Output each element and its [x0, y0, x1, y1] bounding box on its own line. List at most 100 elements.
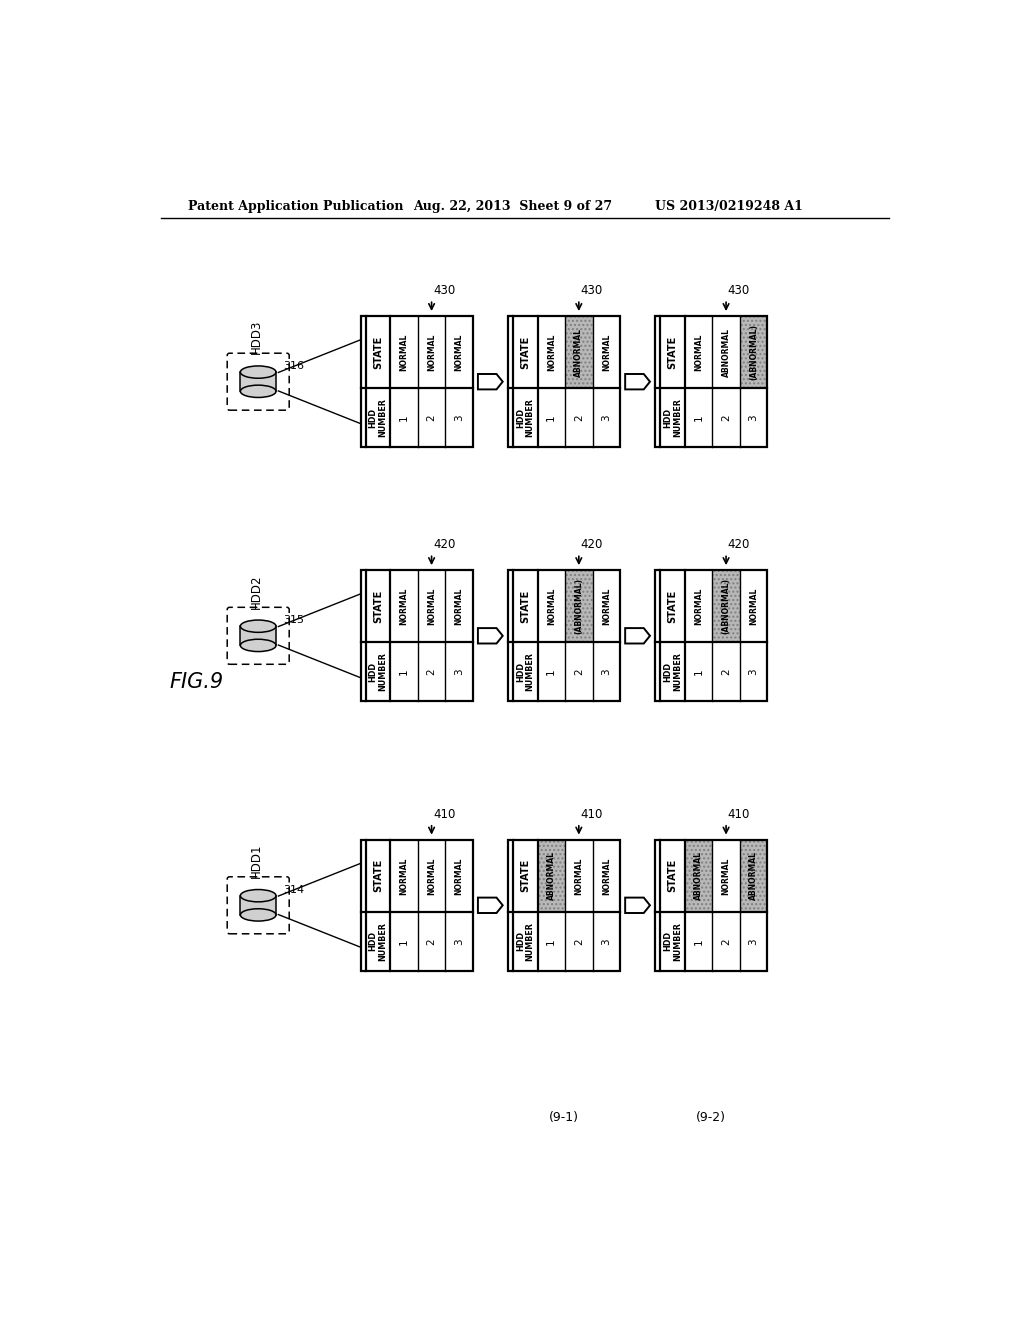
Text: 2: 2 [721, 414, 731, 421]
Text: NORMAL: NORMAL [427, 857, 436, 895]
Text: 3: 3 [749, 414, 759, 421]
Bar [655, 570, 767, 701]
Text: STATE: STATE [373, 335, 383, 368]
Bar [740, 317, 767, 388]
Bar [740, 840, 767, 912]
Text: Aug. 22, 2013  Sheet 9 of 27: Aug. 22, 2013 Sheet 9 of 27 [414, 199, 612, 213]
Text: (9-1): (9-1) [549, 1110, 579, 1123]
Text: NORMAL: NORMAL [722, 857, 730, 895]
Text: 3: 3 [601, 939, 611, 945]
Ellipse shape [241, 620, 276, 632]
Text: 430: 430 [728, 284, 750, 297]
Text: 1: 1 [693, 939, 703, 945]
Text: STATE: STATE [373, 859, 383, 892]
Text: 2: 2 [427, 668, 436, 675]
Text: NORMAL: NORMAL [602, 857, 611, 895]
Bar [565, 570, 593, 643]
Bar [655, 840, 767, 970]
Text: NORMAL: NORMAL [455, 334, 464, 371]
Text: 2: 2 [427, 939, 436, 945]
Bar [360, 840, 473, 970]
Bar [655, 570, 767, 701]
Text: 3: 3 [454, 939, 464, 945]
Bar [565, 317, 593, 388]
Text: 315: 315 [283, 615, 304, 626]
Bar [685, 840, 713, 912]
Text: ABNORMAL: ABNORMAL [750, 851, 758, 900]
Text: STATE: STATE [668, 335, 678, 368]
Bar [740, 840, 767, 912]
Bar [360, 317, 473, 447]
Text: STATE: STATE [520, 859, 530, 892]
Text: 1: 1 [399, 668, 409, 675]
Text: NORMAL: NORMAL [399, 587, 409, 626]
Text: 430: 430 [581, 284, 603, 297]
Text: HDD
NUMBER: HDD NUMBER [516, 921, 535, 961]
Text: STATE: STATE [520, 335, 530, 368]
Text: NORMAL: NORMAL [399, 334, 409, 371]
Text: NORMAL: NORMAL [694, 587, 703, 626]
Text: NORMAL: NORMAL [694, 334, 703, 371]
Text: 410: 410 [581, 808, 603, 821]
Text: 430: 430 [433, 284, 456, 297]
Text: ABNORMAL: ABNORMAL [694, 851, 703, 900]
Text: NORMAL: NORMAL [750, 587, 758, 626]
Text: 410: 410 [728, 808, 750, 821]
Text: HDD
NUMBER: HDD NUMBER [369, 399, 387, 437]
Ellipse shape [241, 366, 276, 379]
Text: 2: 2 [573, 414, 584, 421]
Text: (ABNORMAL): (ABNORMAL) [574, 578, 584, 635]
Bar [241, 626, 276, 645]
Text: HDD2: HDD2 [250, 574, 263, 609]
Text: FIG.9: FIG.9 [169, 672, 223, 692]
Text: NORMAL: NORMAL [455, 587, 464, 626]
Text: 1: 1 [693, 414, 703, 421]
Bar [360, 840, 473, 970]
Bar [655, 840, 767, 970]
Text: STATE: STATE [668, 859, 678, 892]
Bar [538, 840, 565, 912]
Text: NORMAL: NORMAL [574, 857, 584, 895]
Text: ABNORMAL: ABNORMAL [547, 851, 556, 900]
Text: 3: 3 [749, 939, 759, 945]
Text: (9-2): (9-2) [696, 1110, 726, 1123]
Text: (ABNORMAL): (ABNORMAL) [750, 325, 758, 380]
Text: 1: 1 [693, 668, 703, 675]
Text: ABNORMAL: ABNORMAL [722, 327, 730, 376]
Text: HDD
NUMBER: HDD NUMBER [664, 399, 682, 437]
Text: 1: 1 [546, 939, 556, 945]
Text: NORMAL: NORMAL [547, 334, 556, 371]
Bar [508, 570, 621, 701]
Text: 3: 3 [601, 668, 611, 675]
Ellipse shape [241, 385, 276, 397]
Text: 3: 3 [454, 668, 464, 675]
Bar [508, 840, 621, 970]
Text: 2: 2 [721, 939, 731, 945]
Bar [508, 570, 621, 701]
Text: STATE: STATE [373, 590, 383, 623]
Text: NORMAL: NORMAL [602, 334, 611, 371]
Text: ABNORMAL: ABNORMAL [574, 327, 584, 376]
Text: 3: 3 [749, 668, 759, 675]
Text: 420: 420 [581, 539, 603, 552]
Bar [565, 570, 593, 643]
Text: Patent Application Publication: Patent Application Publication [188, 199, 403, 213]
Text: 410: 410 [433, 808, 456, 821]
Text: STATE: STATE [520, 590, 530, 623]
Text: 2: 2 [721, 668, 731, 675]
Bar [713, 570, 740, 643]
Bar [713, 570, 740, 643]
Ellipse shape [241, 639, 276, 652]
Text: HDD1: HDD1 [250, 843, 263, 878]
Text: NORMAL: NORMAL [427, 334, 436, 371]
Bar [508, 840, 621, 970]
Text: HDD3: HDD3 [250, 321, 263, 355]
Text: 1: 1 [399, 939, 409, 945]
Text: US 2013/0219248 A1: US 2013/0219248 A1 [655, 199, 803, 213]
Text: HDD
NUMBER: HDD NUMBER [369, 652, 387, 692]
Text: NORMAL: NORMAL [602, 587, 611, 626]
Text: 3: 3 [601, 414, 611, 421]
Text: 314: 314 [283, 884, 304, 895]
Bar [740, 317, 767, 388]
Bar [241, 372, 276, 391]
